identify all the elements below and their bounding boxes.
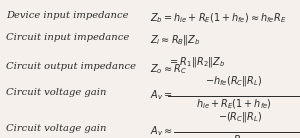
Text: $R_E$: $R_E$ bbox=[233, 133, 247, 138]
Text: Circuit input impedance: Circuit input impedance bbox=[6, 33, 129, 42]
Text: $-(R_C\|R_L)$: $-(R_C\|R_L)$ bbox=[218, 110, 262, 124]
Text: $= R_1\|R_2\|Z_b$: $= R_1\|R_2\|Z_b$ bbox=[168, 55, 225, 68]
Text: $A_v \approx $: $A_v \approx $ bbox=[150, 124, 172, 138]
Text: Device input impedance: Device input impedance bbox=[6, 11, 128, 20]
Text: $-h_{fe}(R_C\|R_L)$: $-h_{fe}(R_C\|R_L)$ bbox=[205, 74, 263, 88]
Text: Circuit voltage gain: Circuit voltage gain bbox=[6, 88, 106, 97]
Text: $h_{ie} + R_E(1 + h_{fe})$: $h_{ie} + R_E(1 + h_{fe})$ bbox=[196, 97, 272, 111]
Text: $Z_o \approx R_C$: $Z_o \approx R_C$ bbox=[150, 62, 187, 76]
Text: Circuit voltage gain: Circuit voltage gain bbox=[6, 124, 106, 133]
Text: $Z_b = h_{ie} + R_E(1 + h_{fe}) \approx h_{fe} R_E$: $Z_b = h_{ie} + R_E(1 + h_{fe}) \approx … bbox=[150, 11, 286, 25]
Text: $Z_i \approx R_B\|Z_b$: $Z_i \approx R_B\|Z_b$ bbox=[150, 33, 200, 47]
Text: Circuit output impedance: Circuit output impedance bbox=[6, 62, 136, 71]
Text: $A_v = $: $A_v = $ bbox=[150, 88, 172, 102]
